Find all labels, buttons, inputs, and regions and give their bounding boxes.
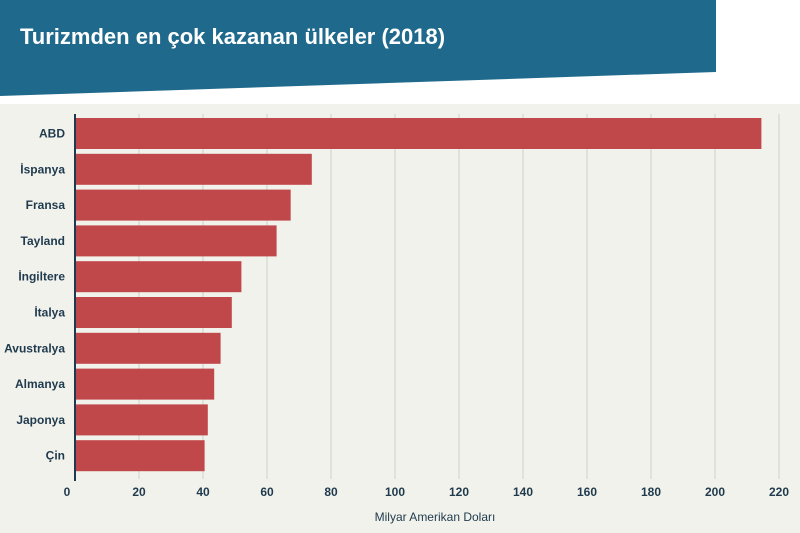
x-tick-label-20: 20 <box>132 485 146 499</box>
bar-1 <box>75 153 312 185</box>
bar-4 <box>75 261 242 293</box>
x-tick-label-140: 140 <box>513 485 533 499</box>
x-tick-label-220: 220 <box>769 485 789 499</box>
x-tick-label-60: 60 <box>260 485 274 499</box>
bars <box>75 118 762 472</box>
x-tick-label-200: 200 <box>705 485 725 499</box>
category-label-1: İspanya <box>20 161 65 176</box>
banner-shape <box>0 0 716 96</box>
bar-5 <box>75 297 232 328</box>
category-label-7: Almanya <box>15 377 65 391</box>
x-tick-label-100: 100 <box>385 485 405 499</box>
category-label-9: Çin <box>46 449 65 463</box>
x-tick-label-80: 80 <box>324 485 338 499</box>
chart-title: Turizmden en çok kazanan ülkeler (2018) <box>20 24 446 49</box>
bar-7 <box>75 368 215 400</box>
x-axis-title: Milyar Amerikan Doları <box>375 510 496 524</box>
title-banner <box>0 0 716 96</box>
x-tick-label-0: 0 <box>64 485 71 499</box>
category-label-8: Japonya <box>16 413 65 427</box>
bar-2 <box>75 189 291 221</box>
bar-0 <box>75 118 762 149</box>
category-label-2: Fransa <box>26 198 66 212</box>
x-tick-labels: 0 20 40 60 80 100 120 140 160 180 200 220 <box>64 485 790 499</box>
x-tick-label-180: 180 <box>641 485 661 499</box>
category-label-5: İtalya <box>34 305 65 320</box>
grid-lines <box>138 114 780 479</box>
bar-6 <box>75 332 221 364</box>
x-tick-label-40: 40 <box>196 485 210 499</box>
category-label-0: ABD <box>39 127 65 141</box>
x-tick-label-160: 160 <box>577 485 597 499</box>
category-label-4: İngiltere <box>18 269 65 284</box>
category-labels: ABD İspanya Fransa Tayland İngiltere İtalya Av… <box>4 127 65 463</box>
bar-9 <box>75 440 205 472</box>
category-label-3: Tayland <box>21 234 65 248</box>
bar-3 <box>75 225 277 257</box>
bar-8 <box>75 404 208 436</box>
x-tick-label-120: 120 <box>449 485 469 499</box>
category-label-6: Avustralya <box>4 341 65 355</box>
